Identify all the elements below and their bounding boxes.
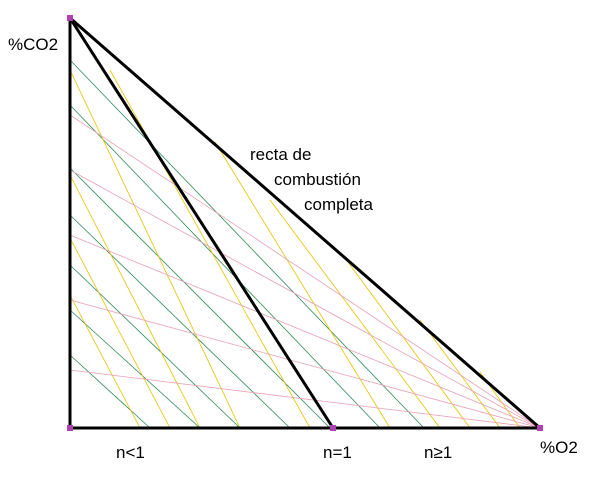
- pink-line-group: [69, 114, 541, 429]
- yellow-line: [109, 69, 311, 429]
- corner-marker-origin: [67, 425, 73, 431]
- pink-line: [69, 169, 541, 429]
- yellow-line: [269, 199, 441, 429]
- yellow-line: [69, 237, 171, 429]
- yellow-line: [69, 294, 141, 429]
- complete-combustion-line: [68, 16, 542, 430]
- triangle-frame: [68, 16, 542, 430]
- n-greater-label: n≥1: [424, 443, 452, 462]
- n-less-label: n<1: [116, 443, 145, 462]
- curve-label-line3: completa: [304, 195, 374, 214]
- green-line: [69, 59, 425, 429]
- yellow-line: [69, 69, 241, 429]
- green-line-group: [69, 59, 425, 429]
- y-axis-label: %CO2: [8, 35, 58, 54]
- corner-marker-top: [67, 15, 73, 21]
- x-axis-label: %O2: [540, 438, 578, 457]
- green-line: [69, 354, 151, 429]
- curve-label-line1: recta de: [250, 145, 311, 164]
- green-line: [69, 309, 201, 429]
- yellow-line: [419, 319, 501, 429]
- yellow-line: [69, 174, 201, 429]
- pink-line: [69, 234, 541, 429]
- curve-label-line2: combustión: [274, 170, 361, 189]
- yellow-line: [344, 257, 471, 429]
- n-equal-one-line: [68, 16, 335, 430]
- corner-marker-right: [537, 425, 543, 431]
- n-equal-label: n=1: [323, 443, 352, 462]
- yellow-line: [214, 141, 391, 429]
- pink-line: [69, 299, 541, 429]
- corner-marker-n1: [330, 425, 336, 431]
- pink-line: [69, 369, 541, 429]
- green-line: [69, 214, 291, 429]
- green-line: [69, 104, 381, 429]
- pink-line: [69, 114, 541, 429]
- green-line: [69, 264, 241, 429]
- green-line: [69, 167, 331, 429]
